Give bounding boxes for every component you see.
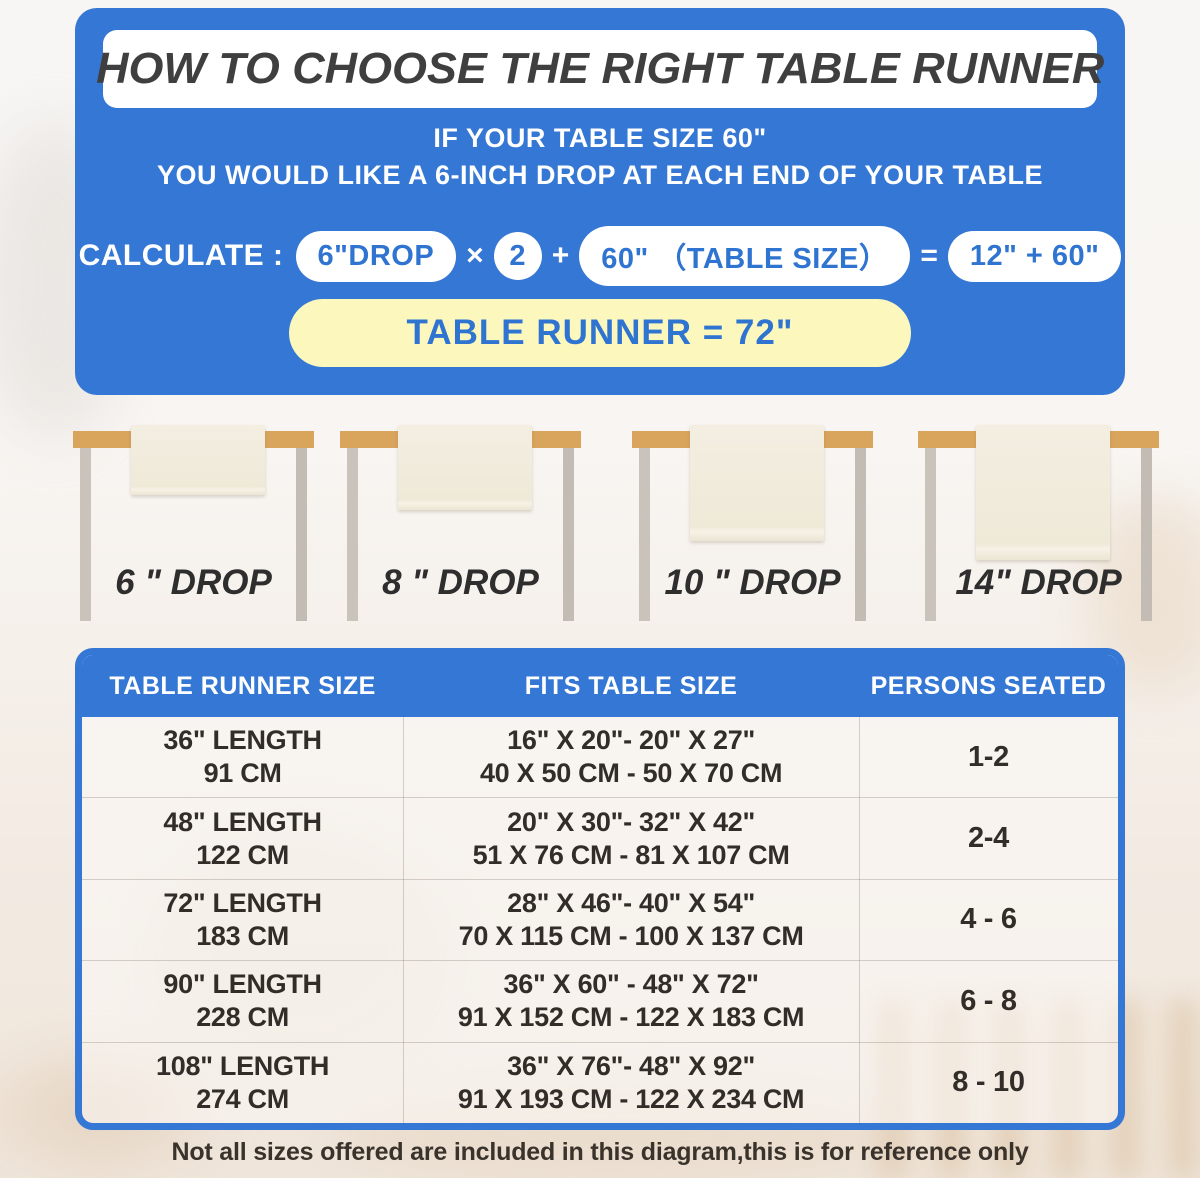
runner-length-inches: 72" LENGTH [163,888,322,919]
table-row: 90" LENGTH 228 CM 36" X 60" - 48" X 72" … [82,960,1118,1041]
sum-pill: 12" + 60" [947,230,1122,282]
runner-size-cell: 36" LENGTH 91 CM [82,724,403,790]
column-header-runner-size: TABLE RUNNER SIZE [109,671,376,700]
runner-size-cell: 108" LENGTH 274 CM [82,1050,403,1116]
subtitle-line-1: IF YOUR TABLE SIZE 60" [433,123,767,153]
size-table-body: 36" LENGTH 91 CM 16" X 20"- 20" X 27" 40… [82,717,1118,1123]
persons-seated-cell: 4 - 6 [859,902,1118,937]
fits-size-cm: 51 X 76 CM - 81 X 107 CM [472,839,790,870]
runner-size-cell: 90" LENGTH 228 CM [82,968,403,1034]
runner-length-cm: 274 CM [196,1083,289,1114]
persons-count: 2-4 [967,821,1009,854]
fits-table-size-cell: 36" X 60" - 48" X 72" 91 X 152 CM - 122 … [403,968,859,1034]
table-leg-icon [855,447,866,621]
fits-table-size-cell: 16" X 20"- 20" X 27" 40 X 50 CM - 50 X 7… [403,724,859,790]
table-runner-cloth-icon [398,425,532,510]
drop-illustrations: 6 " DROP 8 " DROP 10 " DROP 14" DROP [0,395,1200,648]
table-illustration-14in: 14" DROP [918,395,1159,648]
runner-length-inches: 36" LENGTH [163,725,322,756]
fits-size-inches: 16" X 20"- 20" X 27" [507,725,755,756]
persons-count: 8 - 10 [952,1066,1025,1099]
table-leg-icon [563,447,574,621]
fits-size-inches: 36" X 76"- 48" X 92" [507,1050,755,1081]
table-runner-cloth-icon [131,425,265,495]
runner-length-inches: 48" LENGTH [163,806,322,837]
fits-size-cm: 40 X 50 CM - 50 X 70 CM [479,758,783,789]
drop-label: 14" DROP [955,563,1122,602]
table-leg-icon [347,447,358,621]
persons-seated-cell: 2-4 [859,821,1118,856]
equals-sign: = [920,239,938,272]
runner-size-cell: 72" LENGTH 183 CM [82,887,403,953]
runner-size-cell: 48" LENGTH 122 CM [82,806,403,872]
runner-length-cm: 91 CM [203,758,282,789]
fits-size-cm: 91 X 193 CM - 122 X 234 CM [457,1083,805,1114]
drop-label: 10 " DROP [664,563,841,602]
plus-sign: + [551,239,570,272]
persons-seated-cell: 1-2 [859,740,1118,775]
table-leg-icon [296,447,307,621]
runner-length-cm: 228 CM [196,1002,289,1033]
size-table-header-row: TABLE RUNNER SIZE FITS TABLE SIZE PERSON… [82,655,1118,717]
result-banner: TABLE RUNNER = 72" [289,299,911,367]
runner-length-cm: 183 CM [196,921,289,952]
subtitle-line-2: YOU WOULD LIKE A 6-INCH DROP AT EACH END… [156,160,1044,190]
drop-label: 8 " DROP [382,563,539,602]
column-divider [859,717,860,1123]
column-header-fits-table-size: FITS TABLE SIZE [524,671,738,700]
page-title: HOW TO CHOOSE THE RIGHT TABLE RUNNER [95,44,1105,93]
table-illustration-10in: 10 " DROP [632,395,873,648]
table-row: 72" LENGTH 183 CM 28" X 46"- 40" X 54" 7… [82,878,1118,960]
calculation-row: CALCULATE : 6"DROP × 2 + 60" （TABLE SIZE… [75,226,1125,286]
runner-length-cm: 122 CM [196,839,289,870]
column-header-persons-seated: PERSONS SEATED [870,671,1107,700]
table-row: 36" LENGTH 91 CM 16" X 20"- 20" X 27" 40… [82,717,1118,797]
persons-count: 4 - 6 [960,903,1017,936]
table-leg-icon [925,447,936,621]
table-size-pill: 60" （TABLE SIZE） [579,226,911,286]
table-row: 108" LENGTH 274 CM 36" X 76"- 48" X 92" … [82,1041,1118,1123]
header-panel: HOW TO CHOOSE THE RIGHT TABLE RUNNER IF … [75,8,1125,395]
drop-pill: 6"DROP [295,230,457,282]
disclaimer-note: Not all sizes offered are included in th… [171,1138,1029,1166]
column-divider [403,717,405,1123]
persons-count: 6 - 8 [960,984,1017,1017]
fits-size-inches: 36" X 60" - 48" X 72" [503,969,759,1000]
table-row: 48" LENGTH 122 CM 20" X 30"- 32" X 42" 5… [82,797,1118,878]
title-banner: HOW TO CHOOSE THE RIGHT TABLE RUNNER [96,30,1104,108]
table-leg-icon [639,447,650,621]
fits-size-inches: 20" X 30"- 32" X 42" [507,806,755,837]
runner-length-inches: 90" LENGTH [163,969,322,1000]
fits-table-size-cell: 28" X 46"- 40" X 54" 70 X 115 CM - 100 X… [403,887,859,953]
table-runner-cloth-icon [690,425,824,541]
table-illustration-8in: 8 " DROP [340,395,581,648]
runner-length-inches: 108" LENGTH [156,1050,330,1081]
drop-label: 6 " DROP [115,563,272,602]
multiplier-pill: 2 [493,232,542,280]
persons-seated-cell: 6 - 8 [859,984,1118,1019]
size-table-panel: TABLE RUNNER SIZE FITS TABLE SIZE PERSON… [75,648,1125,1130]
calculate-label: CALCULATE : [78,239,284,272]
fits-table-size-cell: 36" X 76"- 48" X 92" 91 X 193 CM - 122 X… [403,1050,859,1116]
result-text: TABLE RUNNER = 72" [406,313,794,352]
fits-size-cm: 70 X 115 CM - 100 X 137 CM [458,921,804,952]
table-runner-cloth-icon [976,425,1110,560]
fits-size-inches: 28" X 46"- 40" X 54" [507,888,755,919]
times-sign: × [466,239,484,272]
table-illustration-6in: 6 " DROP [73,395,314,648]
fits-size-cm: 91 X 152 CM - 122 X 183 CM [457,1002,805,1033]
persons-count: 1-2 [967,740,1009,773]
fits-table-size-cell: 20" X 30"- 32" X 42" 51 X 76 CM - 81 X 1… [403,806,859,872]
table-leg-icon [80,447,91,621]
persons-seated-cell: 8 - 10 [859,1065,1118,1100]
